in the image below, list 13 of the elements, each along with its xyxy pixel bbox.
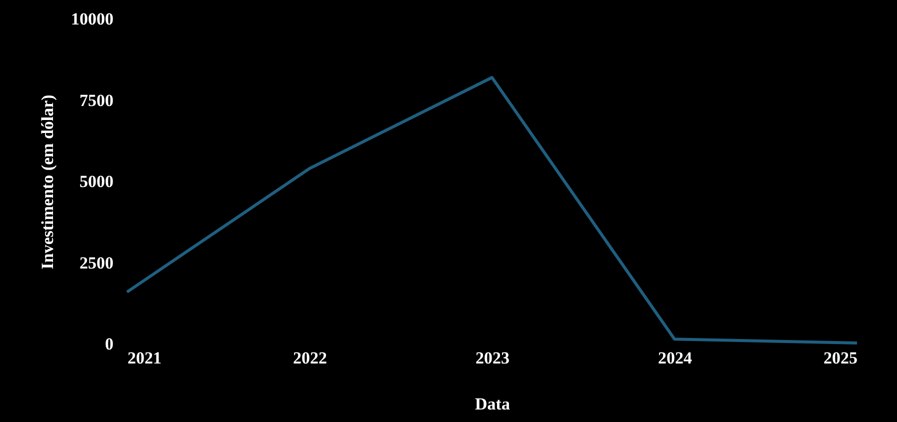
x-tick-label: 2025	[824, 348, 858, 368]
line-series	[126, 76, 858, 345]
y-tick-label: 7500	[80, 90, 114, 110]
y-tick-label: 10000	[71, 10, 114, 28]
y-tick-label: 0	[105, 334, 114, 354]
y-axis-title: Investimento (em dólar)	[38, 94, 57, 270]
x-tick-label: 2022	[293, 348, 327, 368]
x-tick-label: 2024	[658, 348, 692, 368]
x-axis-title: Data	[475, 394, 510, 414]
y-tick-label: 5000	[80, 172, 114, 191]
y-tick-label: 2500	[80, 253, 114, 272]
x-tick-label: 2021	[128, 348, 162, 368]
x-tick-label: 2023	[476, 348, 510, 368]
